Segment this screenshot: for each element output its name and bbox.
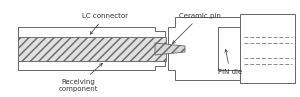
Polygon shape: [155, 43, 185, 55]
Text: PIN die: PIN die: [218, 49, 242, 75]
Bar: [240, 14, 295, 83]
Polygon shape: [218, 27, 240, 70]
Polygon shape: [18, 61, 165, 70]
Polygon shape: [168, 17, 240, 80]
Text: Ceramic pin: Ceramic pin: [172, 13, 221, 43]
Text: LC connector: LC connector: [82, 13, 128, 34]
Polygon shape: [18, 27, 165, 37]
Bar: [18, 37, 166, 61]
Text: Receiving
component: Receiving component: [58, 63, 102, 92]
